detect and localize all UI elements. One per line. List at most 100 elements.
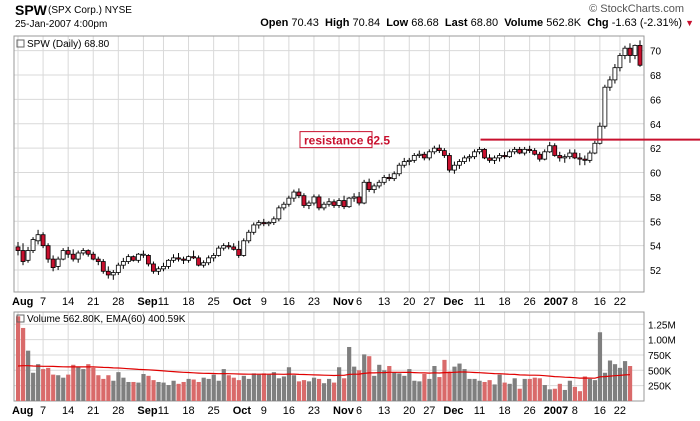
- candle-body: [497, 155, 502, 159]
- candlestick: [181, 256, 186, 264]
- candlestick: [65, 246, 71, 258]
- volume-bar: [266, 374, 272, 401]
- candle-body: [457, 161, 462, 166]
- candle-body: [115, 264, 121, 273]
- candle-body: [567, 152, 573, 158]
- candlestick: [146, 254, 151, 267]
- date-tick-label: 6: [356, 405, 362, 417]
- change-label: Chg: [587, 17, 609, 29]
- candle-body: [105, 270, 111, 276]
- volume-bar: [41, 369, 46, 401]
- candlestick: [627, 43, 633, 63]
- date-tick-label: 26: [524, 405, 536, 417]
- candle-body: [396, 164, 402, 175]
- date-tick-label: 6: [356, 296, 362, 308]
- candle-body: [266, 222, 272, 225]
- candle-body: [371, 185, 377, 190]
- open-label: Open: [260, 17, 289, 29]
- date-tick-label: Aug: [12, 296, 33, 308]
- candle-body: [512, 148, 517, 153]
- candle-body: [582, 158, 588, 161]
- candlestick: [552, 143, 558, 157]
- candle-body: [291, 191, 297, 199]
- candle-body: [426, 151, 432, 159]
- candlestick: [176, 252, 181, 262]
- candle-body: [276, 207, 282, 220]
- volume-bar: [542, 385, 547, 401]
- candlestick: [55, 256, 61, 271]
- candle-body: [100, 261, 106, 272]
- candlestick: [95, 256, 101, 266]
- candlestick: [296, 188, 302, 199]
- date-tick-label: 18: [182, 296, 194, 308]
- candle-body: [467, 156, 472, 159]
- volume-bar: [332, 382, 337, 401]
- volume-bar: [457, 363, 462, 401]
- candlestick: [572, 149, 578, 160]
- candle-body: [110, 272, 116, 276]
- candle-body: [201, 262, 206, 266]
- candlestick: [557, 151, 563, 162]
- date-tick-label: 8: [572, 405, 578, 417]
- candle-body: [381, 177, 387, 183]
- volume-bar: [16, 316, 21, 401]
- candle-body: [236, 248, 242, 256]
- volume-bar: [186, 378, 191, 401]
- date-tick-label: Oct: [233, 296, 252, 308]
- volume-bar: [582, 376, 588, 401]
- candle-body: [306, 202, 312, 206]
- candle-body: [146, 255, 151, 265]
- candlestick: [421, 151, 427, 161]
- candlestick: [336, 198, 342, 208]
- resistance-label: resistance 62.5: [304, 134, 390, 148]
- volume-legend: Volume 562.80K, EMA(60) 400.59K: [16, 314, 186, 325]
- candle-body: [622, 47, 628, 56]
- company-label: (SPX Corp.): [48, 5, 102, 16]
- candlestick: [617, 53, 623, 72]
- candlestick: [251, 222, 257, 235]
- candlestick: [577, 153, 583, 166]
- date-tick-label: Sep: [137, 405, 157, 417]
- candlestick: [70, 249, 76, 262]
- volume-bar: [462, 369, 467, 401]
- candle-body: [477, 148, 482, 153]
- candle-body: [612, 67, 618, 81]
- candle-body: [421, 153, 427, 159]
- candle-body: [316, 196, 322, 209]
- candlestick: [482, 148, 487, 160]
- date-tick-label: 23: [308, 405, 320, 417]
- candlestick: [411, 153, 417, 163]
- candle-body: [311, 196, 317, 204]
- candle-body: [135, 253, 141, 261]
- volume-bar: [151, 380, 156, 401]
- volume-bar: [447, 371, 452, 401]
- candlestick: [467, 154, 472, 162]
- volume-bar: [587, 378, 593, 401]
- candlestick: [221, 243, 227, 251]
- candle-body: [271, 218, 277, 223]
- candlestick: [261, 218, 267, 227]
- volume-bar: [567, 380, 572, 401]
- legend-checkbox-icon: [16, 314, 25, 323]
- candlestick: [431, 145, 437, 155]
- volume-bar: [81, 369, 86, 401]
- date-tick-label: 13: [378, 296, 390, 308]
- candle-body: [547, 145, 553, 153]
- candle-body: [356, 196, 362, 204]
- company-name: (SPX Corp.) NYSE: [48, 5, 132, 16]
- volume-bar: [507, 383, 512, 401]
- volume-bar: [226, 375, 231, 401]
- candlestick: [612, 64, 618, 84]
- candle-body: [241, 240, 247, 256]
- volume-legend-text: Volume 562.80K, EMA(60) 400.59K: [27, 314, 186, 325]
- volume-bar: [397, 373, 402, 401]
- volume-bar: [327, 378, 332, 401]
- candlestick: [115, 262, 121, 275]
- candlestick: [151, 261, 156, 274]
- volume-bar: [422, 373, 427, 401]
- candle-body: [251, 224, 257, 233]
- candle-body: [181, 258, 186, 261]
- quote-summary: Open 70.43 High 70.84 Low 68.68 Last 68.…: [260, 17, 694, 29]
- volume-bar: [141, 373, 146, 401]
- volume-bar: [156, 381, 161, 401]
